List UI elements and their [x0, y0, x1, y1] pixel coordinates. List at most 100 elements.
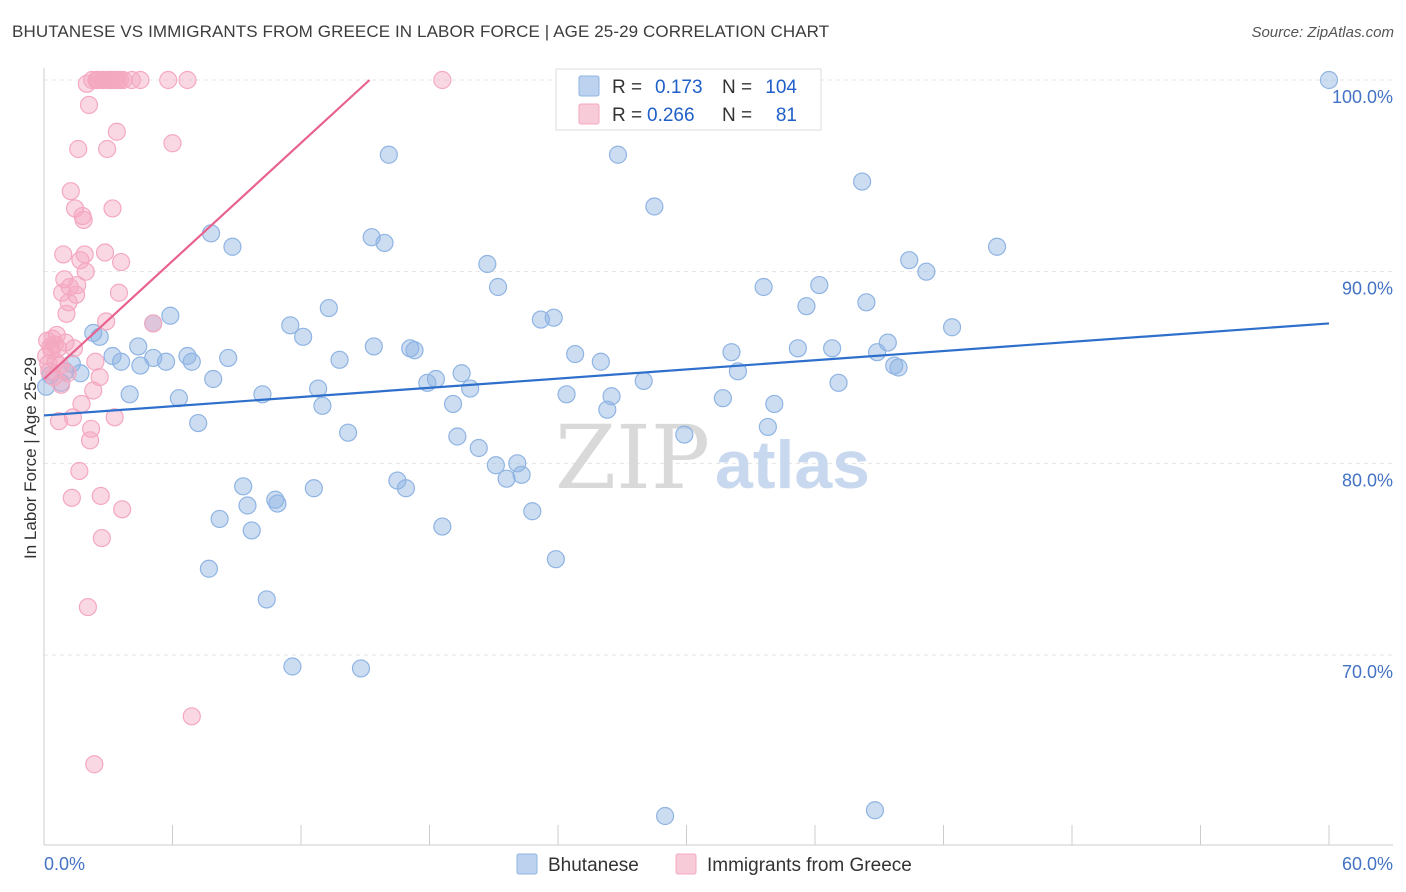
point-bhutanese [379, 145, 398, 164]
point-greece [70, 461, 89, 481]
point-bhutanese [234, 477, 253, 496]
y-tick-label: 80.0% [1342, 470, 1393, 490]
point-bhutanese [339, 423, 358, 442]
point-bhutanese [313, 396, 332, 415]
point-greece [163, 134, 182, 153]
point-bhutanese [478, 254, 497, 274]
legend-n-label-1: N = [722, 77, 752, 98]
trend-lines [43, 79, 1330, 417]
point-bhutanese [281, 316, 300, 335]
point-bhutanese [210, 509, 229, 529]
point-bhutanese [829, 373, 848, 392]
point-greece [76, 262, 95, 281]
legend-r-label-2: R = [612, 105, 642, 126]
point-greece [111, 252, 131, 272]
point-bhutanese [754, 277, 773, 297]
point-bhutanese [758, 417, 777, 437]
point-bhutanese [645, 197, 664, 216]
point-bhutanese [199, 559, 219, 578]
point-bhutanese [566, 344, 585, 364]
point-bhutanese [161, 306, 180, 325]
series-legend: Bhutanese Immigrants from Greece [516, 853, 912, 876]
watermark-atlas: atlas [715, 427, 870, 503]
point-bhutanese [156, 352, 176, 371]
point-greece [86, 352, 105, 371]
legend-n-value-2: 81 [776, 105, 797, 126]
point-greece [113, 500, 132, 519]
point-bhutanese [900, 251, 919, 270]
point-greece [62, 488, 81, 507]
point-bhutanese [608, 145, 628, 164]
point-bhutanese [823, 339, 842, 358]
point-bhutanese [634, 371, 653, 391]
bottom-legend-label-greece: Immigrants from Greece [707, 855, 912, 876]
point-bhutanese [469, 438, 488, 458]
point-greece [74, 210, 93, 230]
point-bhutanese [788, 339, 807, 358]
point-bhutanese [942, 318, 962, 337]
point-bhutanese [396, 479, 416, 498]
point-bhutanese [169, 389, 189, 408]
point-greece [72, 394, 91, 414]
point-greece [58, 364, 77, 383]
point-bhutanese [283, 657, 302, 676]
point-bhutanese [488, 277, 508, 297]
point-greece [52, 375, 71, 394]
point-greece [105, 408, 124, 427]
point-greece [109, 283, 129, 302]
y-axis-label: In Labor Force | Age 25-29 [21, 357, 40, 559]
point-greece [182, 707, 201, 726]
point-greece [79, 95, 99, 115]
point-greece [75, 245, 94, 264]
series-bhutanese [37, 70, 1339, 826]
point-bhutanese [797, 297, 816, 316]
point-greece [433, 70, 452, 90]
point-bhutanese [722, 343, 741, 362]
point-greece [98, 139, 117, 159]
point-bhutanese [486, 456, 505, 475]
point-greece [85, 755, 104, 774]
point-bhutanese [182, 352, 201, 371]
point-greece [64, 339, 84, 358]
point-bhutanese [865, 801, 885, 820]
legend-n-value-1: 104 [765, 77, 797, 98]
y-tick-label: 70.0% [1342, 662, 1393, 682]
point-greece [159, 70, 178, 90]
point-bhutanese [765, 394, 784, 414]
point-bhutanese [512, 465, 531, 484]
point-bhutanese [497, 469, 516, 488]
point-bhutanese [508, 454, 527, 473]
legend-swatch-bhutanese [578, 75, 600, 97]
point-bhutanese [330, 350, 349, 369]
point-bhutanese [238, 496, 257, 515]
point-greece [92, 528, 111, 548]
point-greece [103, 199, 122, 218]
chart-title: BHUTANESE VS IMMIGRANTS FROM GREECE IN L… [12, 22, 830, 41]
bottom-legend-swatch-bhutanese [516, 853, 538, 875]
point-bhutanese [461, 379, 480, 398]
point-bhutanese [655, 806, 675, 826]
axes [43, 68, 1393, 846]
point-bhutanese [433, 517, 452, 536]
point-bhutanese [71, 364, 90, 383]
point-bhutanese [426, 369, 446, 389]
y-tick-labels: 70.0% 80.0% 90.0% 100.0% [1332, 87, 1393, 682]
point-bhutanese [878, 333, 897, 352]
point-greece [78, 597, 98, 617]
bottom-legend-label-bhutanese: Bhutanese [548, 855, 639, 876]
watermark-zip: ZIP [555, 406, 710, 509]
point-bhutanese [223, 237, 242, 256]
point-bhutanese [294, 327, 313, 346]
point-bhutanese [987, 237, 1007, 256]
point-bhutanese [111, 352, 131, 371]
point-bhutanese [242, 521, 261, 540]
point-bhutanese [857, 293, 876, 312]
point-bhutanese [591, 352, 610, 371]
point-bhutanese [598, 400, 617, 419]
point-bhutanese [364, 337, 383, 356]
series-immigrants-from-greece [37, 70, 452, 774]
point-bhutanese [1319, 70, 1339, 90]
point-bhutanese [304, 479, 323, 498]
x-tick-label-min: 0.0% [44, 854, 85, 874]
